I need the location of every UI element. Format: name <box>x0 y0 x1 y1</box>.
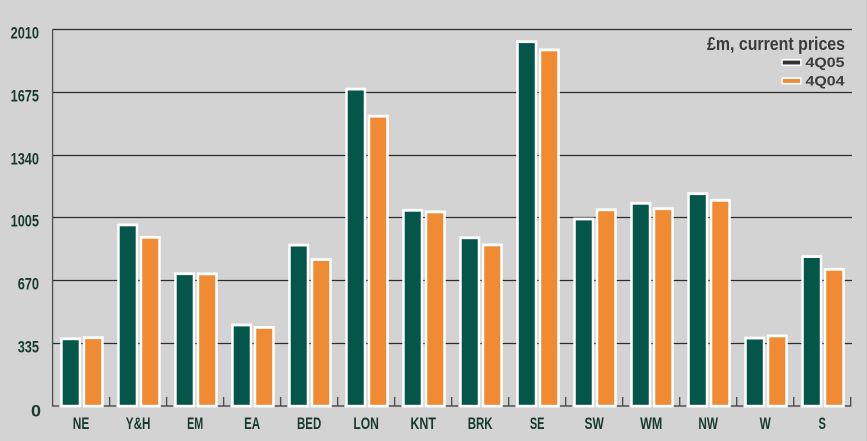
svg-text:NW: NW <box>698 415 718 433</box>
svg-text:BRK: BRK <box>468 415 493 433</box>
svg-text:1340: 1340 <box>11 151 39 169</box>
svg-text:EA: EA <box>244 415 260 433</box>
svg-text:4Q05: 4Q05 <box>806 54 845 70</box>
svg-text:£m, current prices: £m, current prices <box>707 33 845 54</box>
svg-text:KNT: KNT <box>410 415 436 433</box>
svg-text:335: 335 <box>18 339 39 357</box>
svg-text:SW: SW <box>585 415 605 433</box>
svg-text:EM: EM <box>187 415 203 433</box>
svg-text:1675: 1675 <box>11 88 39 106</box>
svg-text:S: S <box>819 415 827 433</box>
svg-text:670: 670 <box>18 276 39 294</box>
svg-text:2010: 2010 <box>11 25 39 43</box>
svg-text:0: 0 <box>31 402 41 420</box>
svg-text:BED: BED <box>297 415 321 433</box>
svg-text:4Q04: 4Q04 <box>806 73 845 89</box>
svg-text:W: W <box>760 415 772 433</box>
svg-text:Y&H: Y&H <box>126 415 151 433</box>
svg-text:LON: LON <box>353 415 379 433</box>
svg-text:SE: SE <box>530 415 545 433</box>
svg-text:1005: 1005 <box>11 213 39 231</box>
svg-text:NE: NE <box>73 415 90 433</box>
svg-text:WM: WM <box>640 415 662 433</box>
